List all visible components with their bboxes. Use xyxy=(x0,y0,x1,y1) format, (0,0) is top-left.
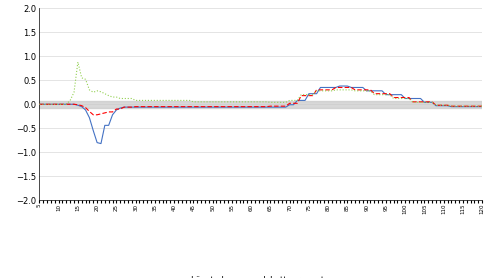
Högsta kommunalskatteprocent xyxy=(36,103,42,106)
Genomsnittlig kommunalskatteprocent xyxy=(91,113,96,116)
Lägsta kommunalskatteprocent xyxy=(190,105,196,109)
Genomsnittlig kommunalskatteprocent xyxy=(333,86,339,89)
Högsta kommunalskatteprocent xyxy=(410,101,416,104)
Genomsnittlig kommunalskatteprocent xyxy=(414,100,420,103)
Genomsnittlig kommunalskatteprocent xyxy=(479,105,485,108)
Högsta kommunalskatteprocent xyxy=(399,97,404,100)
Lägsta kommunalskatteprocent xyxy=(98,142,104,145)
Genomsnittlig kommunalskatteprocent xyxy=(452,105,458,108)
Legend: Lägsta kommunalskatteprocent, Genomsnittlig kommunalskatteprocent, Högsta kommun: Lägsta kommunalskatteprocent, Genomsnitt… xyxy=(163,273,359,278)
Lägsta kommunalskatteprocent xyxy=(340,84,346,88)
Genomsnittlig kommunalskatteprocent xyxy=(310,94,316,97)
Högsta kommunalskatteprocent xyxy=(479,105,485,108)
Lägsta kommunalskatteprocent xyxy=(337,84,342,88)
Lägsta kommunalskatteprocent xyxy=(452,105,458,108)
Högsta kommunalskatteprocent xyxy=(75,60,81,64)
Genomsnittlig kommunalskatteprocent xyxy=(340,86,346,89)
Lägsta kommunalskatteprocent xyxy=(414,97,420,100)
Genomsnittlig kommunalskatteprocent xyxy=(190,105,196,108)
Line: Högsta kommunalskatteprocent: Högsta kommunalskatteprocent xyxy=(39,62,482,106)
Lägsta kommunalskatteprocent xyxy=(36,103,42,106)
Högsta kommunalskatteprocent xyxy=(310,93,316,96)
Genomsnittlig kommunalskatteprocent xyxy=(36,103,42,106)
Högsta kommunalskatteprocent xyxy=(190,100,196,103)
Bar xyxy=(39,101,482,108)
Line: Lägsta kommunalskatteprocent: Lägsta kommunalskatteprocent xyxy=(39,86,482,143)
Lägsta kommunalskatteprocent xyxy=(310,92,316,95)
Högsta kommunalskatteprocent xyxy=(448,105,454,108)
Lägsta kommunalskatteprocent xyxy=(479,105,485,108)
Genomsnittlig kommunalskatteprocent xyxy=(402,96,408,99)
Lägsta kommunalskatteprocent xyxy=(402,97,408,100)
Högsta kommunalskatteprocent xyxy=(337,88,342,91)
Line: Genomsnittlig kommunalskatteprocent: Genomsnittlig kommunalskatteprocent xyxy=(39,88,482,115)
Högsta kommunalskatteprocent xyxy=(452,105,458,108)
